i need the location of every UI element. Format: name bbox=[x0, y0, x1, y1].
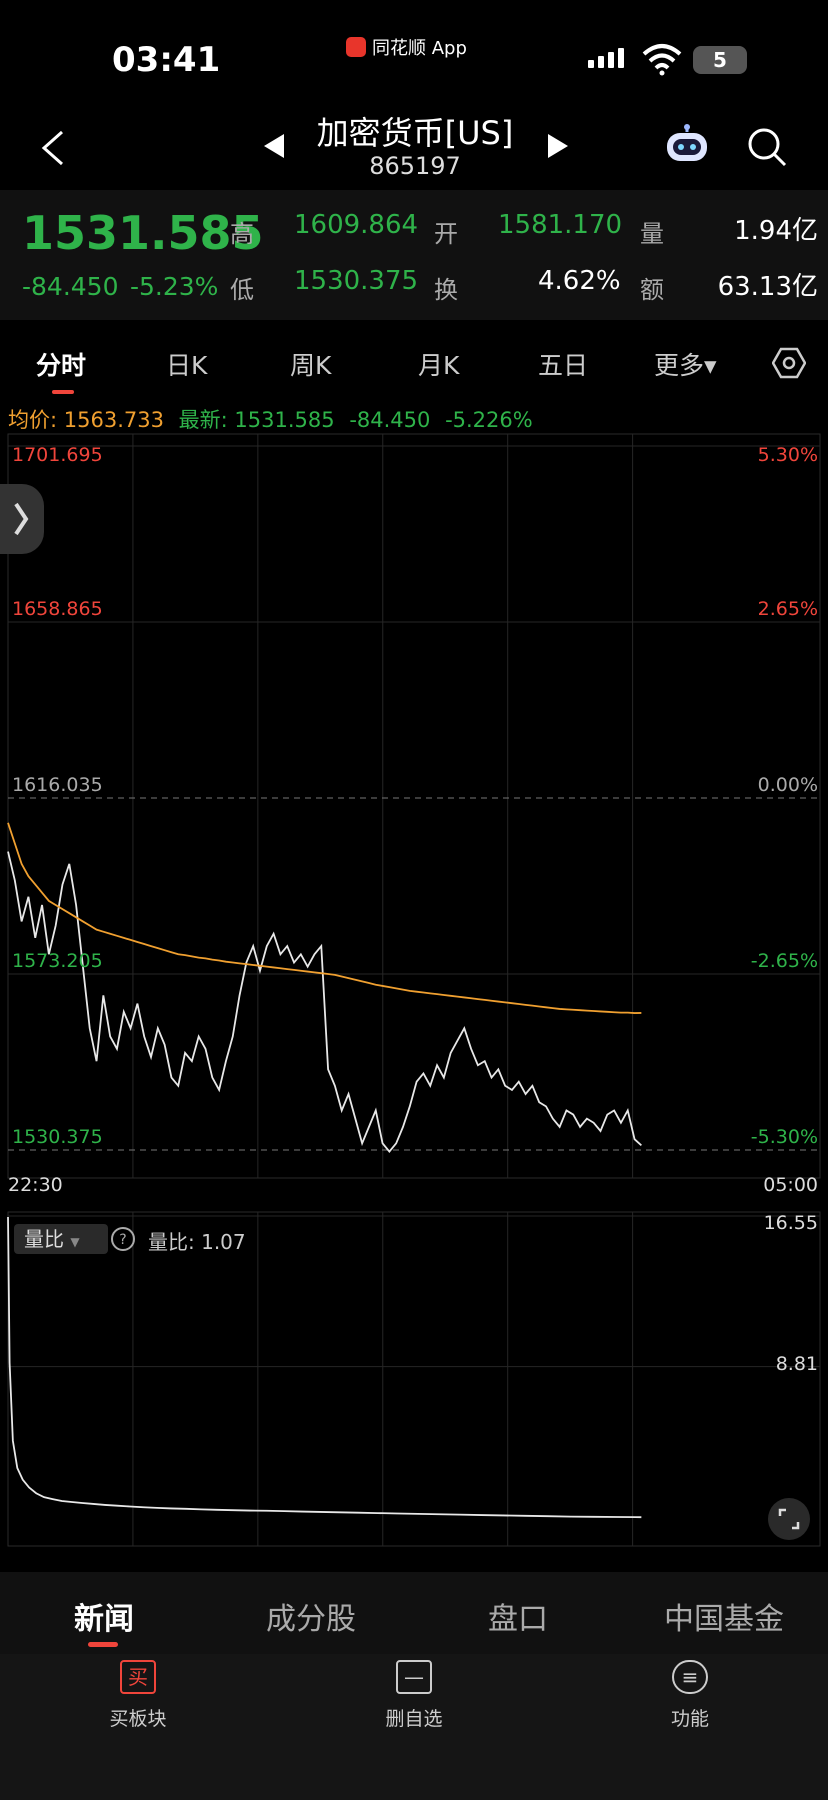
functions-button[interactable]: ≡ 功能 bbox=[620, 1660, 760, 1731]
avg-value: 1563.733 bbox=[63, 408, 164, 432]
section-tab-china-funds[interactable]: 中国基金 bbox=[664, 1602, 784, 1637]
open-label: 开 bbox=[434, 220, 458, 248]
fullscreen-button[interactable] bbox=[768, 1498, 810, 1540]
latest-change: -84.450 bbox=[349, 408, 431, 432]
wifi-icon bbox=[642, 44, 682, 76]
search-icon[interactable] bbox=[746, 126, 788, 168]
y-tick-left: 1701.695 bbox=[12, 444, 103, 466]
functions-label: 功能 bbox=[670, 1708, 709, 1730]
remove-watchlist-label: 删自选 bbox=[385, 1708, 443, 1730]
chevron-right-icon bbox=[14, 502, 29, 536]
robot-assistant-icon[interactable] bbox=[664, 124, 710, 164]
current-price: 1531.585 bbox=[22, 206, 264, 260]
amount-label: 额 bbox=[640, 276, 664, 304]
avg-label: 均价: bbox=[8, 408, 58, 432]
tab-more[interactable]: 更多▾ bbox=[654, 351, 717, 380]
volume-value: 1.94亿 bbox=[734, 216, 818, 246]
price-line bbox=[7, 851, 642, 1153]
app-logo-icon bbox=[346, 37, 366, 57]
turnover-label: 换 bbox=[434, 276, 458, 304]
amount-value: 63.13亿 bbox=[717, 272, 818, 302]
tab-monthly-k[interactable]: 月K bbox=[418, 351, 460, 380]
latest-value: 1531.585 bbox=[234, 408, 335, 432]
expand-icon bbox=[778, 1508, 800, 1530]
help-icon[interactable]: ? bbox=[110, 1226, 136, 1252]
volume-chart-frame bbox=[7, 1211, 821, 1547]
section-tabs bbox=[0, 1572, 828, 1654]
y-tick-left: 1530.375 bbox=[12, 1126, 103, 1148]
page-title: 加密货币[US] bbox=[316, 114, 514, 152]
buy-sector-label: 买板块 bbox=[109, 1708, 167, 1730]
remove-watchlist-button[interactable]: — 删自选 bbox=[344, 1660, 484, 1731]
intraday-price-chart[interactable] bbox=[0, 432, 828, 1182]
signal-icon bbox=[588, 48, 624, 68]
latest-change-pct: -5.226% bbox=[445, 408, 533, 432]
y-tick-left: 1573.205 bbox=[12, 950, 103, 972]
buy-sector-button[interactable]: 买 买板块 bbox=[68, 1660, 208, 1731]
indicator-selector[interactable]: 量比 ▼ bbox=[14, 1224, 108, 1254]
open-value: 1581.170 bbox=[498, 210, 623, 240]
battery-indicator: 5 bbox=[693, 46, 747, 74]
volume-y-tick: 8.81 bbox=[775, 1352, 818, 1375]
turnover-value: 4.62% bbox=[538, 266, 621, 296]
section-tab-constituents[interactable]: 成分股 bbox=[266, 1602, 356, 1637]
volume-ratio-line bbox=[7, 1216, 642, 1519]
prev-stock-icon[interactable] bbox=[262, 132, 286, 160]
high-label: 高 bbox=[230, 220, 254, 248]
latest-label: 最新: bbox=[178, 408, 228, 432]
volume-ratio-value: 量比: 1.07 bbox=[148, 1230, 246, 1254]
active-tab-indicator bbox=[52, 390, 74, 394]
volume-ratio-chart[interactable] bbox=[0, 1210, 828, 1550]
action-bar bbox=[0, 1654, 828, 1800]
x-tick-end: 05:00 bbox=[763, 1174, 818, 1196]
quote-panel bbox=[0, 190, 828, 320]
app-name: 同花顺 App bbox=[372, 38, 467, 59]
tab-five-day[interactable]: 五日 bbox=[538, 351, 589, 380]
y-tick-left: 1658.865 bbox=[12, 598, 103, 620]
tab-intraday[interactable]: 分时 bbox=[36, 351, 87, 380]
price-change: -84.450 bbox=[22, 272, 119, 301]
minus-icon: — bbox=[396, 1660, 432, 1694]
side-drawer-handle[interactable] bbox=[0, 484, 44, 554]
low-value: 1530.375 bbox=[294, 266, 419, 296]
buy-icon: 买 bbox=[120, 1660, 156, 1694]
high-value: 1609.864 bbox=[294, 210, 419, 240]
indicator-label: 量比 bbox=[24, 1227, 64, 1251]
chart-settings-icon[interactable] bbox=[772, 346, 806, 380]
y-tick-right: 5.30% bbox=[757, 444, 818, 466]
y-tick-right: -2.65% bbox=[750, 950, 818, 972]
app-indicator: 同花顺 App bbox=[346, 34, 467, 60]
y-tick-left: 1616.035 bbox=[12, 774, 103, 796]
volume-label: 量 bbox=[640, 220, 664, 248]
menu-icon: ≡ bbox=[672, 1660, 708, 1694]
svg-text:?: ? bbox=[119, 1232, 126, 1248]
volume-y-tick: 16.55 bbox=[763, 1212, 818, 1234]
next-stock-icon[interactable] bbox=[546, 132, 570, 160]
x-tick-start: 22:30 bbox=[8, 1174, 63, 1196]
tab-daily-k[interactable]: 日K bbox=[166, 351, 208, 380]
stock-code: 865197 bbox=[369, 152, 461, 180]
chevron-down-icon: ▼ bbox=[70, 1235, 80, 1249]
active-section-indicator bbox=[88, 1642, 118, 1647]
price-info-line: 均价: 1563.733 最新: 1531.585 -84.450 -5.226… bbox=[8, 404, 533, 434]
back-icon[interactable] bbox=[38, 128, 68, 168]
tab-weekly-k[interactable]: 周K bbox=[290, 351, 332, 380]
chart-frame bbox=[7, 433, 821, 1179]
y-tick-right: 0.00% bbox=[757, 774, 818, 796]
section-tab-news[interactable]: 新闻 bbox=[74, 1602, 134, 1637]
y-tick-right: 2.65% bbox=[757, 598, 818, 620]
status-time: 03:41 bbox=[112, 40, 221, 80]
section-tab-order-book[interactable]: 盘口 bbox=[488, 1602, 548, 1637]
average-price-line bbox=[7, 822, 642, 1014]
y-tick-right: -5.30% bbox=[750, 1126, 818, 1148]
price-change-pct: -5.23% bbox=[130, 272, 219, 301]
low-label: 低 bbox=[230, 276, 254, 304]
